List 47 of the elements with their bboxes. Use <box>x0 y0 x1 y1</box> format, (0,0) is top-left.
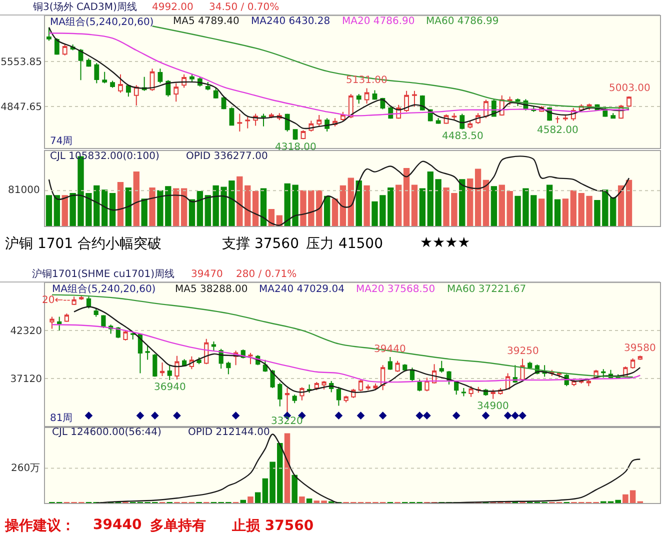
text: 沪铜 1701 合约小幅突破 <box>5 235 162 253</box>
y-tick-label: 4847.65 <box>0 102 42 113</box>
y-tick-label: 37120 <box>10 374 42 385</box>
annotation: 34900 <box>477 401 509 412</box>
text: MA20 4786.90 <box>342 16 415 27</box>
annotation: 39250 <box>507 346 539 357</box>
text: MA60 37221.67 <box>447 284 526 295</box>
text: MA5 38288.00 <box>175 284 248 295</box>
text: 止损 37560 <box>232 517 314 535</box>
text: ★★★★ <box>420 235 470 251</box>
annotation: MA240 47029.04 <box>259 284 344 295</box>
text: 260万 <box>11 463 40 474</box>
annotation: CJL 105832.00(0:100) <box>50 151 160 162</box>
annotation: 4582.00 <box>537 125 578 136</box>
annotation: 4483.50 <box>442 131 484 142</box>
annotation: 81周 <box>50 413 73 424</box>
text: 280 / 0.71% <box>236 269 297 280</box>
annotation: 5131.00 <box>346 75 388 86</box>
annotation: 39580 <box>624 343 656 354</box>
text: 支撑 37560 <box>222 235 299 253</box>
annotation: CJL 124600.00(56:44) <box>52 427 162 438</box>
annotation: 4318.00 <box>275 142 316 153</box>
annotation: 36940 <box>154 382 186 393</box>
text: MA5 4789.40 <box>173 16 240 27</box>
text: 压力 41500 <box>306 235 383 253</box>
annotation: 74周 <box>50 136 73 147</box>
legend-title: MA组合(5,240,20,60) <box>50 16 154 28</box>
y-tick-label: 5553.85 <box>0 56 42 68</box>
annotation: 33220 <box>271 416 303 427</box>
text: 39440 <box>93 517 142 533</box>
text: MA20 37568.50 <box>356 284 436 295</box>
text: 39470 <box>191 269 223 280</box>
chart-title: 铜3(场外 CAD3M)周线 <box>32 1 137 13</box>
text: MA60 4786.99 <box>426 16 499 27</box>
annotation: MA240 6430.28 <box>251 16 330 27</box>
chart-title: 沪铜1701(SHME cu1701)周线 <box>32 268 175 280</box>
annotation: OPID 336277.00 <box>186 151 268 162</box>
annotation: 5003.00 <box>609 83 650 94</box>
legend-title: MA组合(5,240,20,60) <box>52 283 156 295</box>
text: 多单持有 <box>150 517 206 535</box>
text: 4992.00 <box>152 2 194 13</box>
annotation: OPID 212144.00 <box>188 427 270 438</box>
y-tick-label: 42320 <box>10 326 42 337</box>
text: 34.50 / 0.70% <box>209 2 280 13</box>
text: 操作建议： <box>5 517 75 535</box>
annotation: 20←-- <box>42 295 71 306</box>
text: 81000 <box>8 185 40 196</box>
